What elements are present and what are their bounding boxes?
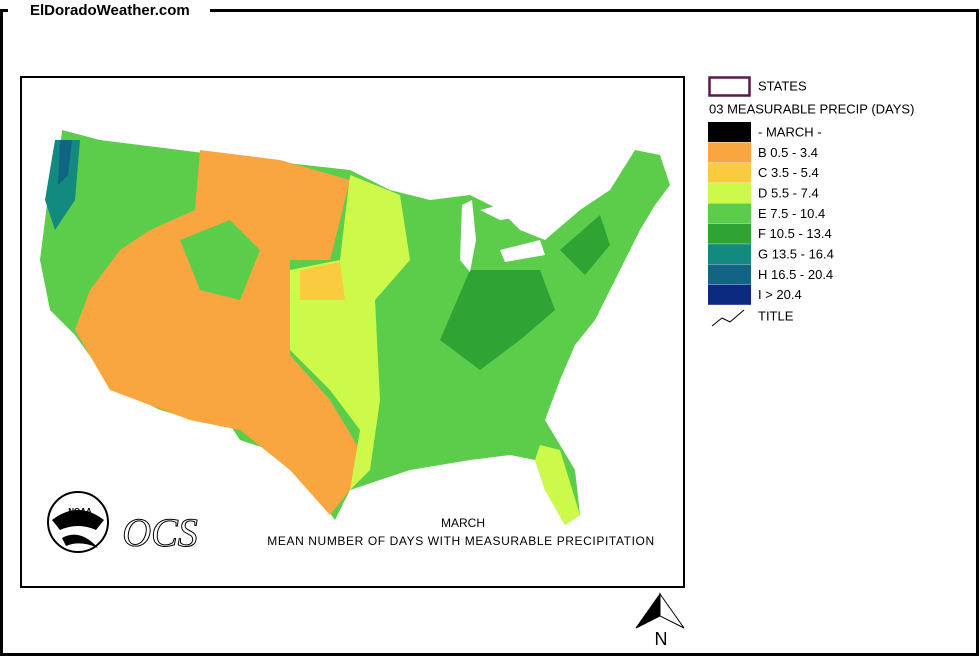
lake-erie bbox=[500, 240, 545, 262]
coast-wet-region bbox=[58, 140, 72, 185]
states-label: STATES bbox=[758, 78, 807, 93]
agency: OCS bbox=[122, 510, 198, 555]
legend-label: I > 20.4 bbox=[758, 287, 802, 302]
legend-label: D 5.5 - 7.4 bbox=[758, 185, 819, 200]
map bbox=[40, 130, 670, 525]
appalachian-region bbox=[560, 215, 610, 275]
title-icon bbox=[711, 309, 745, 327]
legend-label: - MARCH - bbox=[758, 124, 822, 139]
caption: MEAN NUMBER OF DAYS WITH MEASURABLE PREC… bbox=[267, 534, 654, 548]
title-bg bbox=[8, 0, 210, 22]
logo-text: NOAA bbox=[68, 507, 92, 516]
lake-superior bbox=[480, 200, 535, 220]
legend: - MARCH - B 0.5 - 3.4 C 3.5 - 5.4 D 5.5 - 7… bbox=[708, 122, 834, 305]
site-title: ElDoradoWeather.com bbox=[30, 2, 190, 19]
central-region bbox=[300, 262, 345, 300]
legend-swatch bbox=[708, 284, 751, 305]
legend-swatch bbox=[708, 122, 751, 142]
north-label: N bbox=[655, 629, 668, 649]
coast-region bbox=[45, 140, 80, 230]
title-label: TITLE bbox=[758, 308, 794, 323]
legend-swatch bbox=[708, 183, 751, 204]
legend-swatch bbox=[708, 244, 751, 265]
florida-region bbox=[535, 445, 580, 525]
legend-swatch bbox=[708, 223, 751, 244]
legend-label: G 13.5 - 16.4 bbox=[758, 247, 834, 262]
legend-label: E 7.5 - 10.4 bbox=[758, 206, 825, 221]
legend-swatch bbox=[708, 162, 751, 183]
lake-michigan bbox=[460, 200, 476, 272]
legend-swatch bbox=[708, 203, 751, 224]
legend-swatch bbox=[708, 264, 751, 285]
legend-label: H 16.5 - 20.4 bbox=[758, 267, 833, 282]
north-arrow: N bbox=[635, 592, 685, 649]
legend-label: C 3.5 - 5.4 bbox=[758, 165, 819, 180]
ohio-valley-region bbox=[440, 270, 555, 370]
legend-title: 03 MEASURABLE PRECIP (DAYS) bbox=[709, 101, 914, 116]
noaa-logo: NOAA bbox=[47, 491, 109, 553]
legend-swatch bbox=[708, 142, 751, 163]
states-swatch bbox=[708, 76, 751, 97]
dry-region bbox=[75, 150, 360, 515]
legend-label: F 10.5 - 13.4 bbox=[758, 226, 832, 241]
plains-region bbox=[290, 175, 410, 490]
legend-label: B 0.5 - 3.4 bbox=[758, 145, 818, 160]
rockies-region bbox=[180, 220, 260, 300]
caption-month: MARCH bbox=[441, 516, 485, 530]
frame bbox=[0, 9, 979, 656]
